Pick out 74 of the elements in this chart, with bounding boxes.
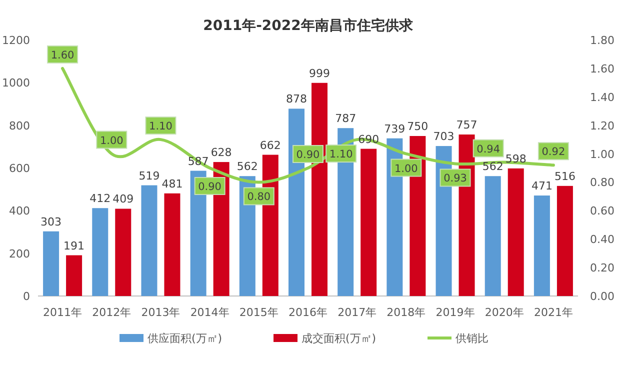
data-label: 0.90 xyxy=(296,149,320,161)
y-tick-label: 800 xyxy=(9,119,30,132)
data-label: 519 xyxy=(138,169,160,182)
y-tick-label: 0 xyxy=(23,290,30,303)
data-label: 0.90 xyxy=(198,181,222,193)
y2-tick-label: 1.60 xyxy=(590,62,614,76)
bar xyxy=(534,196,550,296)
y2-tick-label: 1.40 xyxy=(590,90,614,104)
x-tick-label: 2012年 xyxy=(92,306,132,319)
x-tick-label: 2017年 xyxy=(338,306,377,319)
bar xyxy=(484,176,501,296)
y2-tick-label: 0.40 xyxy=(590,233,614,246)
x-tick-label: 2016年 xyxy=(288,306,328,319)
data-label: 481 xyxy=(162,177,183,190)
data-label: 690 xyxy=(358,132,380,146)
y-tick-label: 1000 xyxy=(2,76,30,90)
bar xyxy=(66,255,82,296)
data-label: 516 xyxy=(554,170,576,183)
y2-tick-label: 0.80 xyxy=(590,176,614,190)
y2-tick-label: 0.20 xyxy=(590,262,614,275)
data-label: 1.10 xyxy=(329,148,353,161)
y2-tick-label: 1.80 xyxy=(590,34,614,47)
data-label: 0.80 xyxy=(247,191,271,204)
data-label: 662 xyxy=(260,138,281,152)
y-tick-label: 200 xyxy=(9,247,30,260)
x-tick-label: 2011年 xyxy=(43,306,82,319)
data-label: 471 xyxy=(531,180,552,193)
x-tick-label: 2018年 xyxy=(386,306,426,319)
data-label: 191 xyxy=(64,239,85,252)
bar xyxy=(164,193,180,296)
data-label: 303 xyxy=(40,215,62,228)
data-label: 878 xyxy=(286,92,307,106)
chart-title: 2011年-2022年南昌市住宅供求 xyxy=(203,17,414,34)
data-label: 1.00 xyxy=(394,162,418,175)
legend-label: 供应面积(万㎡) xyxy=(148,332,222,345)
x-tick-label: 2019年 xyxy=(436,306,475,319)
data-label: 750 xyxy=(407,120,428,133)
data-label: 739 xyxy=(384,122,406,136)
data-label: 0.94 xyxy=(476,143,500,156)
y2-tick-label: 1.00 xyxy=(590,148,614,161)
data-label: 412 xyxy=(90,192,111,206)
legend-label: 供销比 xyxy=(456,332,488,345)
x-tick-label: 2021年 xyxy=(534,306,573,319)
data-label: 787 xyxy=(335,112,356,126)
data-label: 562 xyxy=(236,160,258,174)
data-label: 628 xyxy=(210,146,232,160)
y2-tick-label: 0.60 xyxy=(590,204,614,218)
data-label: 1.00 xyxy=(100,134,124,147)
data-label: 999 xyxy=(309,66,330,80)
y-tick-label: 1200 xyxy=(2,34,30,47)
data-label: 409 xyxy=(112,192,134,206)
y2-tick-label: 0.00 xyxy=(590,290,614,303)
bar xyxy=(115,208,132,296)
y-tick-label: 600 xyxy=(9,162,30,175)
bar xyxy=(556,186,573,296)
data-label: 703 xyxy=(433,130,454,144)
data-label: 1.10 xyxy=(149,120,172,133)
y2-tick-label: 1.20 xyxy=(590,119,614,132)
bar xyxy=(508,168,524,296)
bar xyxy=(360,148,377,296)
data-label: 757 xyxy=(456,118,478,132)
x-tick-label: 2020年 xyxy=(484,306,524,319)
y-tick-label: 400 xyxy=(9,204,30,218)
data-label: 1.60 xyxy=(50,49,74,62)
bar xyxy=(92,208,108,296)
x-tick-label: 2015年 xyxy=(239,306,278,319)
bar xyxy=(43,231,60,296)
data-label: 0.92 xyxy=(542,146,566,158)
x-tick-label: 2014年 xyxy=(190,306,230,319)
data-label: 562 xyxy=(482,160,504,174)
data-label: 0.93 xyxy=(444,172,467,185)
x-tick-label: 2013年 xyxy=(141,306,180,319)
bar xyxy=(141,185,158,296)
legend-label: 成交面积(万㎡) xyxy=(302,332,376,345)
